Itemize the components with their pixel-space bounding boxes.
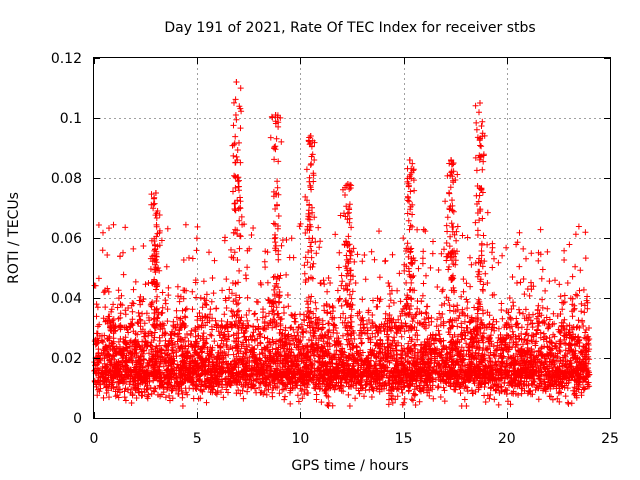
peak-point	[152, 190, 159, 196]
x-tick-label: 10	[291, 431, 309, 447]
axis-ticks: 0 5 10 15 20 25 0 0.02 0.04 0.06 0.08 0.1 0.12	[51, 51, 619, 447]
x-tick-label: 20	[498, 431, 516, 447]
peak-point	[406, 157, 413, 163]
y-axis-label: ROTI / TECUs	[6, 192, 22, 284]
x-tick-label: 5	[193, 431, 202, 447]
peak-point	[307, 133, 314, 139]
peak-point	[233, 79, 240, 85]
data-points	[91, 79, 593, 409]
x-tick-label: 25	[601, 431, 619, 447]
y-tick-label: 0.12	[51, 51, 82, 67]
y-tick-label: 0.04	[51, 291, 82, 307]
y-tick-label: 0.02	[51, 351, 82, 367]
y-tick-label: 0.06	[51, 231, 82, 247]
roti-point-markers	[91, 79, 593, 409]
x-tick-label: 15	[395, 431, 413, 447]
peak-point	[448, 157, 455, 163]
peak-point	[272, 112, 279, 118]
y-tick-label: 0.1	[60, 111, 82, 127]
x-tick-label: 0	[90, 431, 99, 447]
peak-point	[476, 100, 483, 106]
y-tick-label: 0.08	[51, 171, 82, 187]
plot-frame	[93, 57, 611, 419]
peak-point	[344, 181, 351, 187]
chart-title: Day 191 of 2021, Rate Of TEC Index for r…	[164, 20, 535, 36]
x-axis-label: GPS time / hours	[291, 458, 408, 474]
y-tick-label: 0	[73, 411, 82, 427]
